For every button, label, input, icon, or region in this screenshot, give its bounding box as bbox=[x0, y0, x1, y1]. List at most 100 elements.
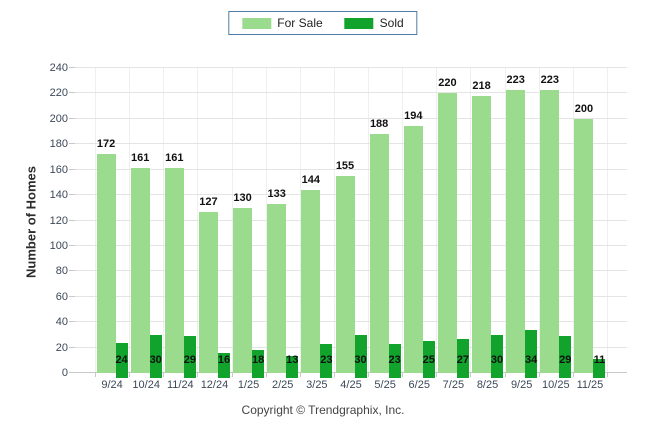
y-tick-label: 100 bbox=[49, 239, 68, 252]
gridline bbox=[75, 168, 627, 170]
for-sale-bar bbox=[96, 154, 116, 373]
y-axis-tick bbox=[69, 117, 75, 119]
sold-value-label: 30 bbox=[490, 354, 504, 366]
sold-bar bbox=[491, 334, 504, 378]
vertical-gridline bbox=[607, 68, 608, 373]
legend-item-sold: Sold bbox=[344, 17, 404, 29]
sold-bar bbox=[388, 343, 401, 378]
y-axis-tick bbox=[69, 295, 75, 297]
x-axis-tick bbox=[129, 373, 131, 377]
for-sale-bar bbox=[164, 168, 184, 373]
y-tick-label: 200 bbox=[49, 112, 68, 125]
y-axis-tick bbox=[69, 244, 75, 246]
for-sale-value-label: 194 bbox=[404, 110, 423, 123]
sold-value-label: 23 bbox=[320, 354, 333, 366]
for-sale-bar bbox=[472, 95, 492, 373]
for-sale-value-label: 223 bbox=[506, 73, 525, 86]
vertical-gridline bbox=[265, 68, 267, 373]
y-tick-label: 40 bbox=[55, 316, 68, 329]
vertical-gridline bbox=[163, 68, 165, 373]
sold-value-label: 29 bbox=[183, 354, 196, 366]
sold-bar bbox=[252, 350, 265, 378]
sold-value-label: 29 bbox=[559, 354, 572, 366]
sold-bar bbox=[456, 338, 469, 378]
sold-swatch bbox=[344, 17, 374, 29]
x-axis-tick bbox=[368, 373, 370, 377]
y-tick-label: 160 bbox=[49, 163, 68, 176]
x-axis-tick bbox=[607, 373, 608, 377]
for-sale-value-label: 133 bbox=[267, 187, 286, 200]
gridline bbox=[75, 92, 627, 94]
x-axis-tick bbox=[95, 373, 96, 377]
for-sale-legend-label: For Sale bbox=[277, 16, 323, 30]
x-axis-tick bbox=[504, 373, 506, 377]
for-sale-bar bbox=[233, 207, 253, 373]
vertical-gridline bbox=[95, 68, 96, 373]
for-sale-value-label: 155 bbox=[335, 160, 355, 173]
vertical-gridline bbox=[538, 68, 540, 373]
sold-value-label: 24 bbox=[115, 354, 128, 366]
for-sale-value-label: 127 bbox=[199, 195, 218, 208]
sold-bar bbox=[320, 343, 333, 378]
gridline bbox=[75, 117, 627, 119]
gridline bbox=[75, 67, 627, 68]
for-sale-bar bbox=[437, 93, 457, 373]
sold-value-label: 27 bbox=[456, 354, 470, 366]
for-sale-value-label: 200 bbox=[574, 102, 594, 115]
x-axis-label: 11/25 bbox=[576, 379, 604, 391]
x-axis-tick bbox=[436, 373, 438, 377]
x-axis-label: 2/25 bbox=[272, 379, 294, 391]
y-tick-label: 20 bbox=[55, 341, 68, 354]
sold-bar bbox=[525, 329, 538, 378]
x-axis-label: 9/25 bbox=[510, 379, 533, 391]
x-axis-tick bbox=[163, 373, 165, 377]
x-axis-label: 6/25 bbox=[408, 379, 430, 391]
x-axis-tick bbox=[231, 373, 233, 377]
y-tick-label: 140 bbox=[49, 189, 68, 202]
for-sale-bar bbox=[540, 89, 560, 373]
y-axis-tick bbox=[69, 92, 75, 94]
x-axis: 9/24 10/24 11/24 12/24 1/25 2/25 3/25 4/25 5/25 6… bbox=[75, 379, 627, 395]
vertical-gridline bbox=[299, 68, 301, 373]
y-axis-tick bbox=[69, 219, 75, 221]
y-axis: 0 20 40 60 80 100 120 140 160 180 200 220 240 bbox=[0, 62, 68, 379]
x-axis-label: 9/24 bbox=[101, 379, 123, 391]
sold-bar bbox=[217, 352, 230, 378]
for-sale-bar bbox=[301, 190, 321, 373]
x-axis-label: 3/25 bbox=[306, 379, 328, 391]
x-axis-label: 10/25 bbox=[542, 379, 570, 391]
sold-value-label: 18 bbox=[251, 354, 265, 366]
x-axis-tick bbox=[572, 373, 574, 377]
sold-value-label: 16 bbox=[217, 354, 231, 366]
vertical-gridline bbox=[368, 68, 370, 373]
y-tick-label: 180 bbox=[49, 138, 68, 151]
for-sale-bar bbox=[574, 118, 594, 373]
sold-value-label: 13 bbox=[286, 354, 299, 366]
x-axis-label: 8/25 bbox=[476, 379, 499, 391]
sold-bar bbox=[422, 341, 435, 378]
x-axis-label: 4/25 bbox=[340, 379, 362, 391]
for-sale-bar bbox=[335, 176, 355, 373]
x-axis-tick bbox=[333, 373, 335, 377]
for-sale-swatch bbox=[242, 17, 272, 29]
x-axis-tick bbox=[299, 373, 301, 377]
y-axis-tick bbox=[69, 321, 75, 323]
vertical-gridline bbox=[231, 68, 233, 373]
sold-value-label: 11 bbox=[593, 354, 606, 366]
for-sale-value-label: 130 bbox=[233, 191, 252, 204]
y-axis-tick bbox=[69, 194, 75, 196]
vertical-gridline bbox=[436, 68, 438, 373]
x-axis-tick bbox=[402, 373, 404, 377]
sold-value-label: 30 bbox=[149, 354, 162, 366]
y-tick-label: 220 bbox=[49, 87, 68, 100]
for-sale-value-label: 220 bbox=[438, 77, 457, 90]
legend-item-for-sale: For Sale bbox=[242, 16, 323, 30]
sold-value-label: 23 bbox=[388, 354, 401, 366]
for-sale-value-label: 161 bbox=[131, 152, 150, 165]
sold-bar bbox=[354, 334, 367, 378]
x-axis-tick bbox=[538, 373, 540, 377]
vertical-gridline bbox=[129, 68, 131, 373]
for-sale-value-label: 161 bbox=[165, 152, 184, 165]
vertical-gridline bbox=[470, 68, 472, 373]
sold-value-label: 34 bbox=[525, 354, 538, 366]
